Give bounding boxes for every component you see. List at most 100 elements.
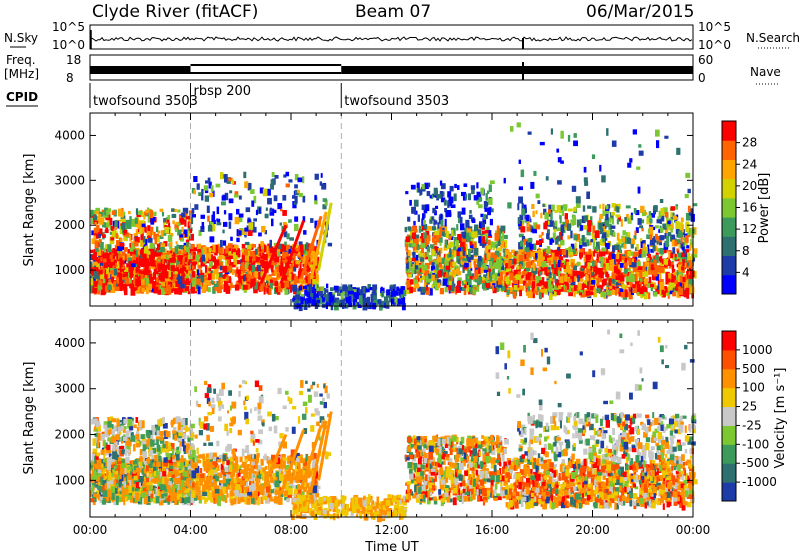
- data-cell: [486, 193, 488, 201]
- data-cell: [203, 284, 207, 291]
- data-cell: [177, 267, 179, 271]
- data-cell: [609, 252, 612, 260]
- data-cell: [236, 250, 240, 255]
- data-cell: [420, 243, 425, 248]
- data-cell: [625, 289, 628, 297]
- data-cell: [180, 284, 185, 289]
- data-cell: [624, 217, 627, 222]
- data-cell: [606, 205, 609, 209]
- data-cell: [426, 276, 429, 283]
- data-cell: [555, 210, 558, 213]
- data-cell: [549, 274, 552, 278]
- data-cell: [579, 292, 582, 295]
- data-cell: [114, 269, 117, 276]
- data-cell: [430, 244, 434, 248]
- y-tick-label: 1000: [54, 263, 85, 277]
- data-cell: [386, 289, 390, 295]
- data-cell: [574, 291, 576, 297]
- data-cell: [405, 191, 408, 194]
- data-cell: [679, 288, 683, 295]
- data-cell: [574, 266, 577, 271]
- data-cell: [226, 275, 229, 281]
- data-cell: [294, 216, 298, 221]
- data-cell: [660, 235, 665, 240]
- data-cell: [94, 271, 99, 279]
- data-cell: [295, 196, 298, 203]
- data-cell: [220, 172, 224, 179]
- data-cell: [308, 303, 311, 308]
- data-cell: [235, 217, 240, 224]
- data-cell: [524, 254, 526, 259]
- data-cell: [572, 215, 576, 222]
- data-cell: [664, 259, 669, 265]
- data-cell: [592, 154, 595, 159]
- data-cell: [310, 293, 313, 297]
- data-cell: [592, 206, 596, 212]
- data-cell: [168, 263, 170, 270]
- data-cell: [518, 271, 521, 274]
- data-cell: [412, 233, 416, 240]
- data-cell: [241, 263, 245, 271]
- data-cell: [207, 216, 210, 222]
- data-cell: [536, 240, 541, 245]
- data-cell: [505, 249, 510, 255]
- data-cell: [112, 210, 116, 215]
- data-cell: [111, 226, 114, 231]
- data-cell: [266, 246, 269, 253]
- data-cell: [492, 275, 494, 279]
- data-cell: [271, 219, 274, 227]
- data-cell: [292, 285, 297, 292]
- data-cell: [300, 297, 303, 304]
- nsearch-tick-bottom: 10^0: [698, 38, 731, 52]
- data-cell: [423, 220, 426, 225]
- data-cell: [541, 238, 543, 243]
- data-cell: [510, 126, 514, 132]
- data-cell: [211, 185, 214, 192]
- data-cell: [463, 247, 466, 252]
- cpid-label: CPID: [6, 90, 38, 104]
- data-cell: [338, 293, 340, 296]
- data-cell: [207, 206, 210, 213]
- data-cell: [432, 226, 436, 230]
- data-cell: [139, 270, 142, 273]
- data-cell: [498, 279, 502, 285]
- data-cell: [111, 277, 114, 282]
- data-cell: [657, 219, 662, 223]
- data-cell: [593, 242, 595, 250]
- data-cell: [218, 247, 223, 254]
- data-cell: [490, 180, 495, 184]
- data-cell: [488, 230, 491, 236]
- data-cell: [444, 200, 447, 206]
- data-cell: [646, 247, 648, 254]
- data-cell: [254, 271, 258, 278]
- data-cell: [248, 266, 251, 271]
- data-cell: [629, 158, 632, 162]
- data-cell: [559, 276, 564, 283]
- data-cell: [208, 273, 212, 280]
- data-cell: [161, 287, 165, 295]
- data-cell: [198, 287, 201, 295]
- data-cell: [225, 246, 228, 254]
- data-cell: [640, 278, 642, 282]
- data-cell: [620, 263, 624, 268]
- data-cell: [115, 220, 118, 227]
- nsearch-tick-top: 10^5: [698, 20, 731, 34]
- data-cell: [275, 175, 279, 179]
- data-cell: [157, 237, 160, 243]
- freq-band-2-top: [191, 64, 342, 66]
- data-cell: [134, 251, 136, 255]
- cpid-segment-label: rbsp 200: [194, 84, 252, 99]
- data-cell: [174, 209, 176, 212]
- data-cell: [303, 230, 306, 235]
- data-cell: [245, 242, 250, 245]
- data-cell: [549, 292, 553, 300]
- data-cell: [329, 292, 332, 296]
- data-cell: [238, 277, 241, 283]
- data-cell: [685, 288, 689, 295]
- data-cell: [602, 210, 605, 216]
- data-cell: [223, 240, 226, 245]
- data-cell: [655, 225, 659, 228]
- data-cell: [277, 252, 280, 257]
- data-cell: [468, 249, 471, 257]
- data-cell: [631, 215, 633, 220]
